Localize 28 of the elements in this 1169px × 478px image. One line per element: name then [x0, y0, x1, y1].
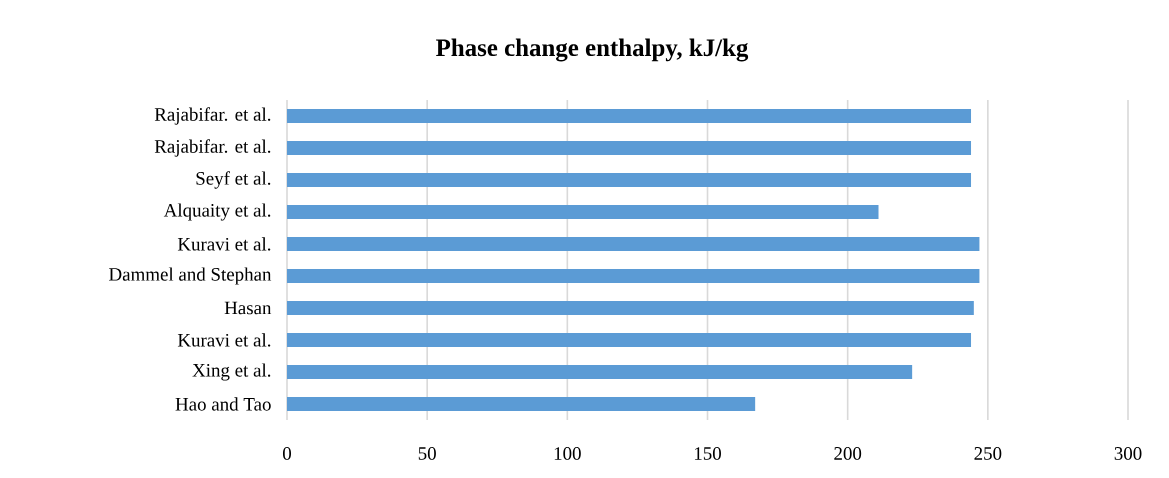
y-tick-label: Hao and Tao: [175, 397, 271, 411]
y-tick-label: Rajabifar. et al.: [154, 139, 271, 157]
y-tick-label: Kuravi et al.: [177, 333, 271, 347]
bar: [287, 109, 972, 123]
bar: [287, 397, 756, 411]
y-tick-label: Alquaity et al.: [163, 203, 271, 221]
y-tick-label: Xing et al.: [192, 363, 271, 381]
x-tick-label: 300: [1114, 447, 1142, 460]
y-tick-label: Seyf et al.: [196, 171, 271, 189]
x-tick-label: 100: [554, 447, 581, 460]
x-tick-label: 200: [834, 447, 862, 460]
bar: [287, 205, 879, 219]
y-tick-label: Kuravi et al.: [177, 237, 271, 251]
bar: [287, 301, 974, 315]
y-tick-label: Rajabifar. et al.: [154, 107, 271, 125]
bar: [287, 141, 972, 155]
bar: [287, 365, 913, 379]
bar: [287, 269, 980, 283]
bar: [287, 333, 972, 347]
y-tick-label: Dammel and Stephan: [109, 267, 272, 285]
bar: [287, 237, 980, 251]
chart-title: Phase change enthalpy, kJ/kg: [436, 38, 749, 62]
x-tick-label: 250: [974, 447, 1002, 460]
x-tick-label: 150: [694, 447, 721, 460]
y-tick-label: Hasan: [224, 301, 272, 315]
bar: [287, 173, 972, 187]
x-tick-label: 50: [418, 447, 436, 460]
x-tick-label: 0: [282, 447, 292, 460]
